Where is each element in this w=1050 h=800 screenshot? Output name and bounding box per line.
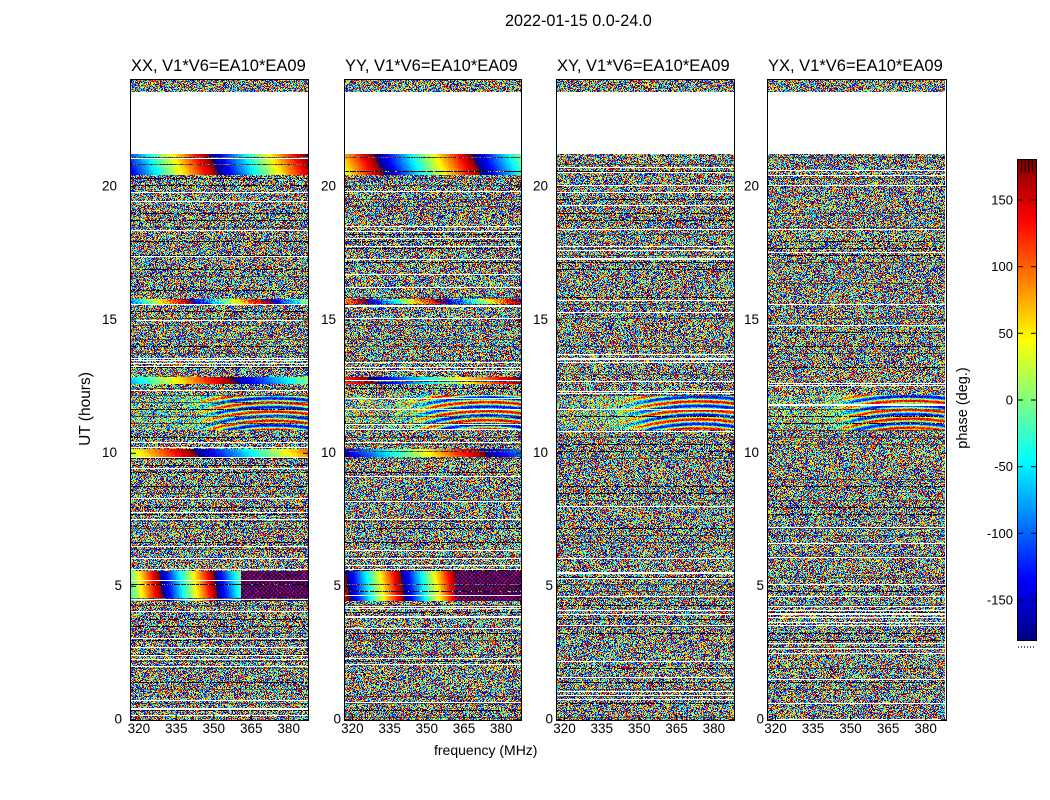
svg-text:100: 100 bbox=[991, 259, 1013, 274]
svg-text:380: 380 bbox=[490, 721, 513, 736]
svg-text:10: 10 bbox=[533, 445, 548, 460]
svg-text:0: 0 bbox=[756, 712, 764, 727]
svg-text:0: 0 bbox=[114, 712, 122, 727]
svg-text:365: 365 bbox=[240, 721, 263, 736]
svg-text:335: 335 bbox=[802, 721, 825, 736]
svg-text:50: 50 bbox=[999, 326, 1013, 341]
svg-text:0: 0 bbox=[333, 712, 341, 727]
svg-text:350: 350 bbox=[416, 721, 439, 736]
svg-text:0: 0 bbox=[1006, 393, 1013, 408]
svg-text:365: 365 bbox=[453, 721, 476, 736]
svg-text:365: 365 bbox=[877, 721, 900, 736]
svg-text:380: 380 bbox=[703, 721, 726, 736]
svg-text:350: 350 bbox=[839, 721, 862, 736]
svg-text:5: 5 bbox=[545, 578, 553, 593]
svg-text:380: 380 bbox=[277, 721, 300, 736]
svg-text:320: 320 bbox=[341, 721, 364, 736]
svg-text:15: 15 bbox=[321, 312, 336, 327]
svg-text:10: 10 bbox=[102, 445, 117, 460]
svg-text:350: 350 bbox=[203, 721, 226, 736]
svg-text:320: 320 bbox=[553, 721, 576, 736]
svg-text:-100: -100 bbox=[987, 526, 1013, 541]
svg-text:320: 320 bbox=[128, 721, 151, 736]
svg-text:335: 335 bbox=[165, 721, 188, 736]
svg-text:320: 320 bbox=[764, 721, 787, 736]
svg-text:15: 15 bbox=[744, 312, 759, 327]
svg-text:335: 335 bbox=[378, 721, 401, 736]
svg-text:350: 350 bbox=[628, 721, 651, 736]
svg-text:0: 0 bbox=[545, 712, 553, 727]
svg-text:20: 20 bbox=[321, 179, 336, 194]
svg-text:335: 335 bbox=[591, 721, 614, 736]
svg-text:150: 150 bbox=[991, 193, 1013, 208]
svg-text:-150: -150 bbox=[987, 593, 1013, 608]
svg-text:20: 20 bbox=[102, 179, 117, 194]
svg-text:365: 365 bbox=[665, 721, 688, 736]
svg-text:10: 10 bbox=[744, 445, 759, 460]
svg-text:-50: -50 bbox=[994, 459, 1013, 474]
svg-text:20: 20 bbox=[744, 179, 759, 194]
svg-text:5: 5 bbox=[114, 578, 122, 593]
svg-text:380: 380 bbox=[914, 721, 937, 736]
svg-text:5: 5 bbox=[333, 578, 341, 593]
svg-text:20: 20 bbox=[533, 179, 548, 194]
svg-text:10: 10 bbox=[321, 445, 336, 460]
svg-text:15: 15 bbox=[102, 312, 117, 327]
svg-text:5: 5 bbox=[756, 578, 764, 593]
svg-text:15: 15 bbox=[533, 312, 548, 327]
